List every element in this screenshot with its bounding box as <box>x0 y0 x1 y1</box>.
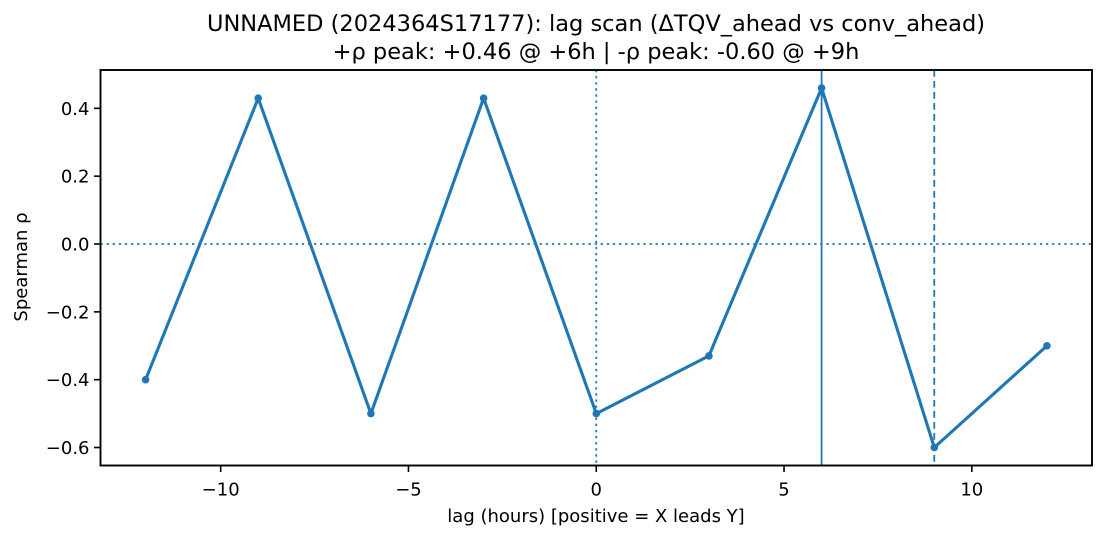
y-tick-label: 0.4 <box>61 99 90 120</box>
y-tick-label: −0.4 <box>46 370 90 391</box>
data-point <box>367 409 375 418</box>
chart-title: UNNAMED (2024364S17177): lag scan (ΔTQV_… <box>207 11 985 37</box>
data-point <box>817 84 826 92</box>
data-point <box>930 443 939 452</box>
y-tick-label: 0.2 <box>61 167 90 188</box>
y-tick-label: 0.0 <box>61 235 90 256</box>
data-point <box>592 409 601 418</box>
x-tick-label: 10 <box>960 480 983 501</box>
y-tick-label: −0.2 <box>46 302 90 323</box>
y-tick-label: −0.6 <box>46 438 90 459</box>
x-tick-label: 0 <box>591 480 602 501</box>
x-tick-label: 5 <box>778 480 789 501</box>
reference-lines <box>100 70 1092 466</box>
data-point-markers <box>141 84 1051 452</box>
data-point <box>479 94 488 102</box>
x-axis-ticks: −10 −5 0 5 10 <box>202 465 983 501</box>
y-axis-label: Spearman ρ <box>11 212 32 321</box>
x-tick-label: −10 <box>202 480 240 501</box>
x-axis-label: lag (hours) [positive = X leads Y] <box>447 506 744 527</box>
data-point <box>254 94 262 102</box>
data-point <box>141 375 150 384</box>
y-axis-ticks: 0.4 0.2 0.0 −0.2 −0.4 −0.6 <box>46 99 101 459</box>
data-point <box>1043 342 1051 350</box>
data-point <box>705 352 713 360</box>
chart-subtitle-peaks: +ρ peak: +0.46 @ +6h | -ρ peak: -0.60 @ … <box>333 39 860 65</box>
x-tick-label: −5 <box>395 480 422 501</box>
